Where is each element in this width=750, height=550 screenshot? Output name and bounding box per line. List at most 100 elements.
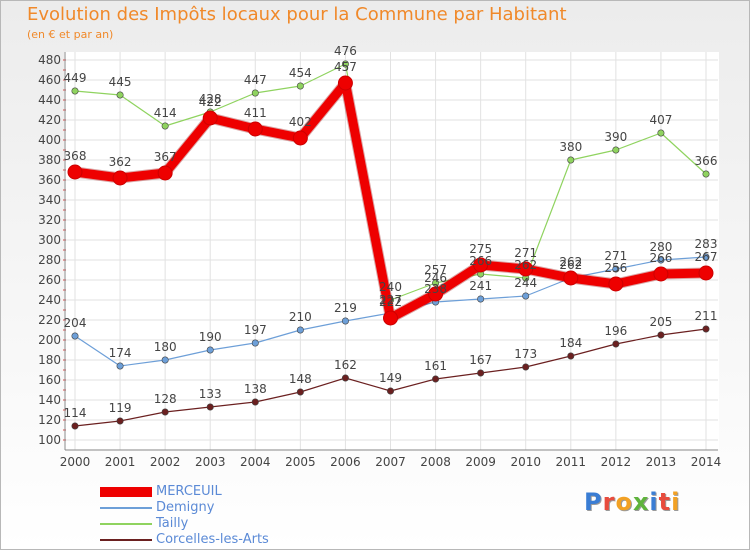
data-point-tailly [71, 87, 79, 95]
data-label-corcelles-les-arts: 138 [244, 382, 267, 396]
legend-item: Corcelles-les-Arts [100, 532, 269, 548]
data-label-corcelles-les-arts: 196 [604, 324, 627, 338]
data-label-demigny: 174 [109, 346, 132, 360]
data-label-corcelles-les-arts: 173 [514, 347, 537, 361]
data-label-corcelles-les-arts: 119 [109, 401, 132, 415]
x-tick-label: 2008 [420, 455, 451, 469]
data-point-corcelles-les-arts [161, 408, 169, 416]
y-tick-label: 260 [38, 273, 61, 287]
data-label-demigny: 190 [199, 330, 222, 344]
data-point-demigny [341, 317, 349, 325]
data-label-demigny: 283 [695, 237, 718, 251]
data-label-merceuil: 246 [424, 271, 447, 285]
y-tick-label: 240 [38, 293, 61, 307]
data-label-merceuil: 457 [334, 60, 357, 74]
data-label-merceuil: 222 [379, 295, 402, 309]
x-tick-label: 2005 [285, 455, 316, 469]
chart-subtitle: (en € et par an) [27, 28, 114, 41]
y-tick-label: 380 [38, 153, 61, 167]
data-point-demigny [116, 362, 124, 370]
x-tick-label: 2010 [510, 455, 541, 469]
data-point-demigny [206, 346, 214, 354]
data-point-corcelles-les-arts [206, 403, 214, 411]
data-label-tailly: 447 [244, 73, 267, 87]
data-point-tailly [432, 279, 440, 287]
data-label-demigny: 180 [154, 340, 177, 354]
legend-swatch [100, 539, 152, 541]
y-tick-label: 100 [38, 433, 61, 447]
data-point-tailly [296, 82, 304, 90]
data-point-tailly [251, 89, 259, 97]
data-point-merceuil [337, 75, 353, 91]
data-label-demigny: 238 [424, 282, 447, 296]
y-tick-label: 340 [38, 193, 61, 207]
data-point-corcelles-les-arts [432, 375, 440, 383]
y-tick-label: 280 [38, 253, 61, 267]
data-label-demigny: 241 [469, 279, 492, 293]
data-point-corcelles-les-arts [71, 422, 79, 430]
data-label-corcelles-les-arts: 184 [559, 336, 582, 350]
x-tick-label: 2013 [646, 455, 677, 469]
data-point-demigny [296, 326, 304, 334]
data-label-tailly: 257 [424, 263, 447, 277]
data-point-merceuil [383, 310, 398, 326]
data-point-corcelles-les-arts [386, 387, 394, 395]
data-point-demigny [161, 356, 169, 364]
data-label-corcelles-les-arts: 162 [334, 358, 357, 372]
y-tick-label: 420 [38, 113, 61, 127]
data-label-tailly: 390 [604, 130, 627, 144]
x-tick-label: 2001 [105, 455, 136, 469]
data-point-demigny [702, 253, 710, 261]
data-point-merceuil [653, 266, 669, 282]
x-tick-label: 2012 [601, 455, 632, 469]
data-point-demigny [477, 295, 485, 303]
y-tick-label: 140 [38, 393, 61, 407]
data-label-tailly: 266 [469, 254, 492, 268]
data-point-corcelles-les-arts [116, 417, 124, 425]
y-tick-label: 360 [38, 173, 61, 187]
data-label-tailly: 380 [559, 140, 582, 154]
data-label-corcelles-les-arts: 114 [64, 406, 87, 420]
y-tick-label: 120 [38, 413, 61, 427]
y-tick-label: 320 [38, 213, 61, 227]
legend-label: Tailly [156, 516, 189, 531]
data-label-merceuil: 402 [289, 115, 312, 129]
data-point-demigny [71, 332, 79, 340]
x-tick-label: 2009 [465, 455, 496, 469]
y-tick-label: 400 [38, 133, 61, 147]
data-point-tailly [612, 146, 620, 154]
data-point-corcelles-les-arts [522, 363, 530, 371]
data-label-tailly: 240 [379, 280, 402, 294]
data-label-corcelles-les-arts: 161 [424, 359, 447, 373]
chart-title: Evolution des Impôts locaux pour la Comm… [27, 4, 567, 25]
legend-item: Demigny [100, 500, 214, 516]
data-label-tailly: 428 [199, 92, 222, 106]
data-point-corcelles-les-arts [657, 331, 665, 339]
data-label-merceuil: 262 [559, 255, 582, 269]
data-point-corcelles-les-arts [567, 352, 575, 360]
legend-swatch [100, 487, 152, 497]
data-point-merceuil [292, 130, 308, 146]
legend-swatch [100, 523, 152, 525]
x-tick-label: 2004 [240, 455, 271, 469]
data-point-tailly [567, 156, 575, 164]
data-label-corcelles-les-arts: 211 [695, 309, 718, 323]
data-label-tailly: 454 [289, 66, 312, 80]
x-tick-label: 2002 [150, 455, 181, 469]
data-point-corcelles-les-arts [296, 388, 304, 396]
data-label-tailly: 449 [64, 71, 87, 85]
data-point-tailly [702, 170, 710, 178]
data-label-merceuil: 267 [695, 250, 718, 264]
data-label-corcelles-les-arts: 148 [289, 372, 312, 386]
data-point-corcelles-les-arts [702, 325, 710, 333]
data-point-merceuil [608, 276, 624, 292]
y-tick-label: 180 [38, 353, 61, 367]
data-point-demigny [657, 256, 665, 264]
data-label-merceuil: 422 [199, 95, 222, 109]
data-label-merceuil: 411 [244, 106, 267, 120]
data-label-corcelles-les-arts: 167 [469, 353, 492, 367]
data-label-corcelles-les-arts: 205 [649, 315, 672, 329]
data-point-demigny [522, 292, 530, 300]
plot-area [64, 52, 719, 449]
